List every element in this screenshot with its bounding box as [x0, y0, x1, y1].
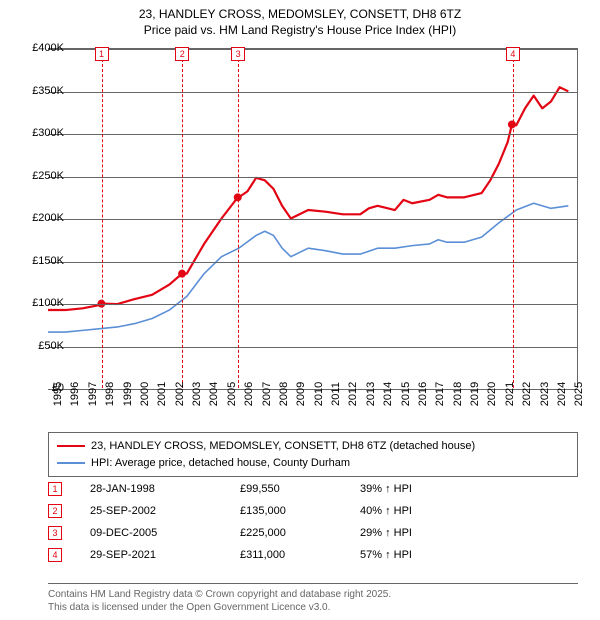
xtick-label: 2018: [452, 382, 464, 406]
event-row: 3 09-DEC-2005£225,00029% ↑ HPI: [48, 522, 578, 544]
gridline-h: [48, 49, 577, 50]
xtick-label: 2023: [539, 382, 551, 406]
xtick-label: 2002: [174, 382, 186, 406]
event-note: 39% ↑ HPI: [360, 483, 578, 495]
events-table: 1 28-JAN-1998£99,55039% ↑ HPI 2 25-SEP-2002…: [48, 478, 578, 566]
legend: 23, HANDLEY CROSS, MEDOMSLEY, CONSETT, D…: [48, 432, 578, 477]
xtick-label: 2021: [504, 382, 516, 406]
event-date: 09-DEC-2005: [90, 527, 240, 539]
event-price: £135,000: [240, 505, 360, 517]
gridline-h: [48, 219, 577, 220]
xtick-label: 2004: [208, 382, 220, 406]
xtick-label: 2012: [347, 382, 359, 406]
event-marker: 1: [48, 482, 62, 496]
gridline-h: [48, 134, 577, 135]
ytick-label: £50K: [38, 340, 64, 352]
xtick-label: 2010: [313, 382, 325, 406]
xtick-label: 2009: [295, 382, 307, 406]
xtick-label: 2015: [400, 382, 412, 406]
ytick-label: £100K: [32, 297, 64, 309]
event-date: 25-SEP-2002: [90, 505, 240, 517]
xtick-label: 1996: [69, 382, 81, 406]
legend-row-price: 23, HANDLEY CROSS, MEDOMSLEY, CONSETT, D…: [57, 438, 569, 455]
footer-line-1: Contains HM Land Registry data © Crown c…: [48, 588, 578, 601]
legend-swatch-hpi: [57, 462, 85, 464]
title-line-1: 23, HANDLEY CROSS, MEDOMSLEY, CONSETT, D…: [10, 6, 590, 22]
event-note: 57% ↑ HPI: [360, 549, 578, 561]
chart-plot-area: 1 2 3 4: [48, 48, 578, 388]
ytick-label: £150K: [32, 255, 64, 267]
xtick-label: 2003: [191, 382, 203, 406]
marker-line: [238, 49, 239, 388]
gridline-h: [48, 262, 577, 263]
xtick-label: 2016: [417, 382, 429, 406]
xtick-label: 1999: [122, 382, 134, 406]
event-note: 40% ↑ HPI: [360, 505, 578, 517]
xtick-label: 2022: [521, 382, 533, 406]
ytick-label: £350K: [32, 85, 64, 97]
xtick-label: 2024: [556, 382, 568, 406]
event-marker: 4: [48, 548, 62, 562]
xtick-label: 2005: [226, 382, 238, 406]
event-row: 4 29-SEP-2021£311,00057% ↑ HPI: [48, 544, 578, 566]
marker-box: 4: [506, 47, 520, 61]
xtick-label: 2001: [156, 382, 168, 406]
event-row: 2 25-SEP-2002£135,00040% ↑ HPI: [48, 500, 578, 522]
event-note: 29% ↑ HPI: [360, 527, 578, 539]
event-price: £311,000: [240, 549, 360, 561]
event-marker: 2: [48, 504, 62, 518]
marker-box: 3: [231, 47, 245, 61]
chart-container: 23, HANDLEY CROSS, MEDOMSLEY, CONSETT, D…: [0, 0, 600, 620]
legend-label-hpi: HPI: Average price, detached house, Coun…: [91, 455, 350, 472]
marker-box: 1: [95, 47, 109, 61]
title-line-2: Price paid vs. HM Land Registry's House …: [10, 22, 590, 38]
xtick-label: 2025: [573, 382, 585, 406]
xtick-label: 1995: [52, 382, 64, 406]
series-price_paid: [48, 87, 568, 310]
gridline-h: [48, 92, 577, 93]
event-marker: 3: [48, 526, 62, 540]
xtick-label: 2020: [486, 382, 498, 406]
event-date: 29-SEP-2021: [90, 549, 240, 561]
ytick-label: £250K: [32, 170, 64, 182]
xtick-label: 2013: [365, 382, 377, 406]
ytick-label: £200K: [32, 212, 64, 224]
title-block: 23, HANDLEY CROSS, MEDOMSLEY, CONSETT, D…: [0, 0, 600, 40]
gridline-h: [48, 304, 577, 305]
xtick-label: 2007: [261, 382, 273, 406]
legend-row-hpi: HPI: Average price, detached house, Coun…: [57, 455, 569, 472]
xtick-label: 2008: [278, 382, 290, 406]
xtick-label: 1998: [104, 382, 116, 406]
event-price: £99,550: [240, 483, 360, 495]
footer: Contains HM Land Registry data © Crown c…: [48, 583, 578, 614]
ytick-label: £400K: [32, 42, 64, 54]
gridline-h: [48, 347, 577, 348]
marker-line: [102, 49, 103, 388]
event-price: £225,000: [240, 527, 360, 539]
marker-line: [513, 49, 514, 388]
legend-swatch-price: [57, 445, 85, 447]
legend-label-price: 23, HANDLEY CROSS, MEDOMSLEY, CONSETT, D…: [91, 438, 475, 455]
xtick-label: 2011: [330, 382, 342, 406]
xtick-label: 2017: [434, 382, 446, 406]
xtick-label: 1997: [87, 382, 99, 406]
event-row: 1 28-JAN-1998£99,55039% ↑ HPI: [48, 478, 578, 500]
xtick-label: 2000: [139, 382, 151, 406]
ytick-label: £300K: [32, 127, 64, 139]
marker-box: 2: [175, 47, 189, 61]
xtick-label: 2014: [382, 382, 394, 406]
marker-line: [182, 49, 183, 388]
footer-line-2: This data is licensed under the Open Gov…: [48, 601, 578, 614]
gridline-h: [48, 177, 577, 178]
xtick-label: 2019: [469, 382, 481, 406]
series-hpi: [48, 203, 568, 332]
event-date: 28-JAN-1998: [90, 483, 240, 495]
xtick-label: 2006: [243, 382, 255, 406]
